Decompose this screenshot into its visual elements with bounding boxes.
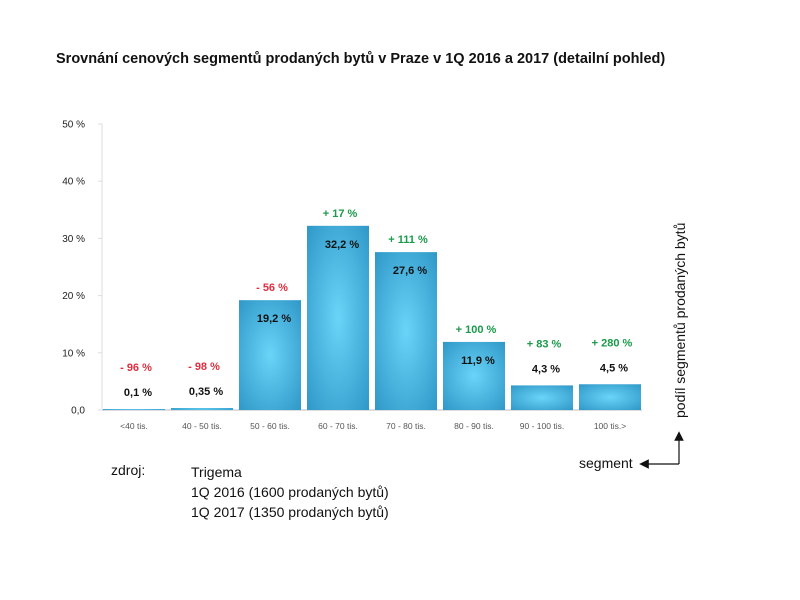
x-tick-label: <40 tis. (120, 421, 148, 431)
bar (579, 384, 641, 410)
bar-value-label: 19,2 % (257, 313, 291, 325)
bar-value-label: 0,1 % (124, 387, 152, 399)
bar (103, 409, 165, 410)
y-tick-label: 0,0 (71, 406, 85, 417)
bar (375, 252, 437, 410)
x-tick-label: 80 - 90 tis. (454, 421, 494, 431)
y-tick-label: 10 % (62, 348, 85, 359)
source-line: 1Q 2016 (1600 prodaných bytů) (191, 484, 389, 500)
bar-value-label: 4,3 % (532, 363, 560, 375)
bar-change-label: + 17 % (323, 208, 358, 220)
bar-value-label: 11,9 % (461, 355, 495, 367)
x-tick-label: 90 - 100 tis. (520, 421, 564, 431)
source-label: zdroj: (111, 462, 146, 478)
source-line: 1Q 2017 (1350 prodaných bytů) (191, 504, 389, 520)
x-tick-label: 60 - 70 tis. (318, 421, 358, 431)
bar (307, 225, 369, 410)
x-tick-label: 100 tis.> (594, 421, 626, 431)
y-tick-label: 50 % (62, 120, 85, 131)
x-tick-label: 70 - 80 tis. (386, 421, 426, 431)
bar-change-label: + 111 % (388, 234, 428, 246)
bar-value-label: 4,5 % (600, 362, 628, 374)
bar-value-label: 27,6 % (393, 265, 427, 277)
x-axis-label: segment (579, 455, 633, 471)
bar-value-label: 32,2 % (325, 239, 359, 251)
bar-change-label: + 100 % (456, 324, 497, 336)
bar-change-label: + 83 % (527, 338, 562, 350)
chart-title: Srovnání cenových segmentů prodaných byt… (56, 51, 666, 67)
y-axis-label: podíl segmentů prodaných bytů (672, 223, 688, 418)
x-tick-label: 40 - 50 tis. (182, 421, 222, 431)
bar-change-label: - 56 % (256, 282, 288, 294)
source-line: Trigema (191, 464, 242, 480)
y-tick-label: 30 % (62, 234, 85, 245)
y-tick-label: 40 % (62, 177, 85, 188)
bar-change-label: + 280 % (592, 337, 633, 349)
bar (443, 341, 505, 410)
bar-change-label: - 98 % (188, 361, 220, 373)
y-tick-label: 20 % (62, 291, 85, 302)
bar (511, 385, 573, 410)
bar (171, 407, 233, 410)
bar-value-label: 0,35 % (189, 386, 223, 398)
bar-change-label: - 96 % (120, 362, 152, 374)
bar (239, 300, 301, 410)
x-tick-label: 50 - 60 tis. (250, 421, 290, 431)
